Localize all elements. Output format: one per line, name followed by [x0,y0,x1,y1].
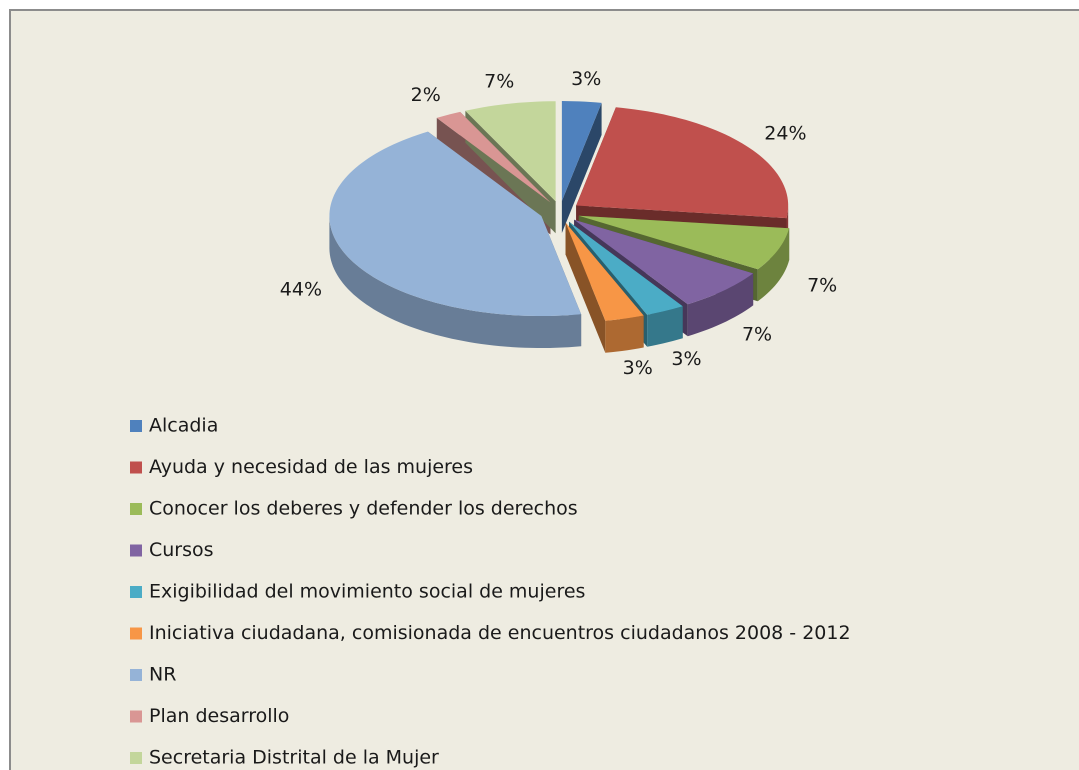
slice [329,131,582,317]
data-label: 3% [571,68,601,90]
slice-wall [561,102,602,234]
legend-label: Cursos [149,539,214,561]
slice-side [647,306,683,347]
legend-swatch [130,420,142,432]
slice-wall [565,222,606,353]
legend-swatch [130,503,142,515]
slice [574,219,754,305]
legend-label: Iniciativa ciudadana, comisionada de enc… [149,622,851,644]
legend-swatch [130,586,142,598]
slice-side [757,228,790,302]
data-label: 7% [807,274,837,296]
data-label: 2% [411,84,441,106]
slice-side [687,273,754,337]
legend-label: Plan desarrollo [149,705,289,727]
legend-label: Secretaria Distrital de la Mujer [149,747,439,769]
slice-side [329,216,582,349]
slice [569,221,683,315]
data-label: 7% [742,323,772,345]
data-labels: 3% 24% 7% 7% 3% 3% 44% 2% 7% [280,68,837,379]
data-label: 3% [671,348,701,370]
legend-swatch [130,752,142,764]
data-label: 24% [764,122,806,144]
legend-swatch [130,461,142,474]
legend-label: Alcadia [149,415,218,437]
legend-label: Conocer los deberes y defender los derec… [149,498,578,520]
legend-swatch [130,627,142,640]
slice [465,101,556,202]
legend-swatch [130,544,142,557]
slice-side [605,315,644,353]
slice [561,101,602,202]
data-label: 7% [484,71,514,93]
legend-label: Ayuda y necesidad de las mujeres [149,456,473,478]
data-label: 3% [623,357,653,379]
legend-swatch [130,710,142,723]
legend-label: NR [149,664,176,686]
slice [436,111,551,203]
slice [576,107,789,219]
slice [565,222,644,321]
legend-swatch [130,669,142,681]
data-label: 44% [280,278,322,300]
legend-label: Exigibilidad del movimiento social de mu… [149,581,585,603]
slice [578,215,790,270]
pie-tops [329,101,790,321]
